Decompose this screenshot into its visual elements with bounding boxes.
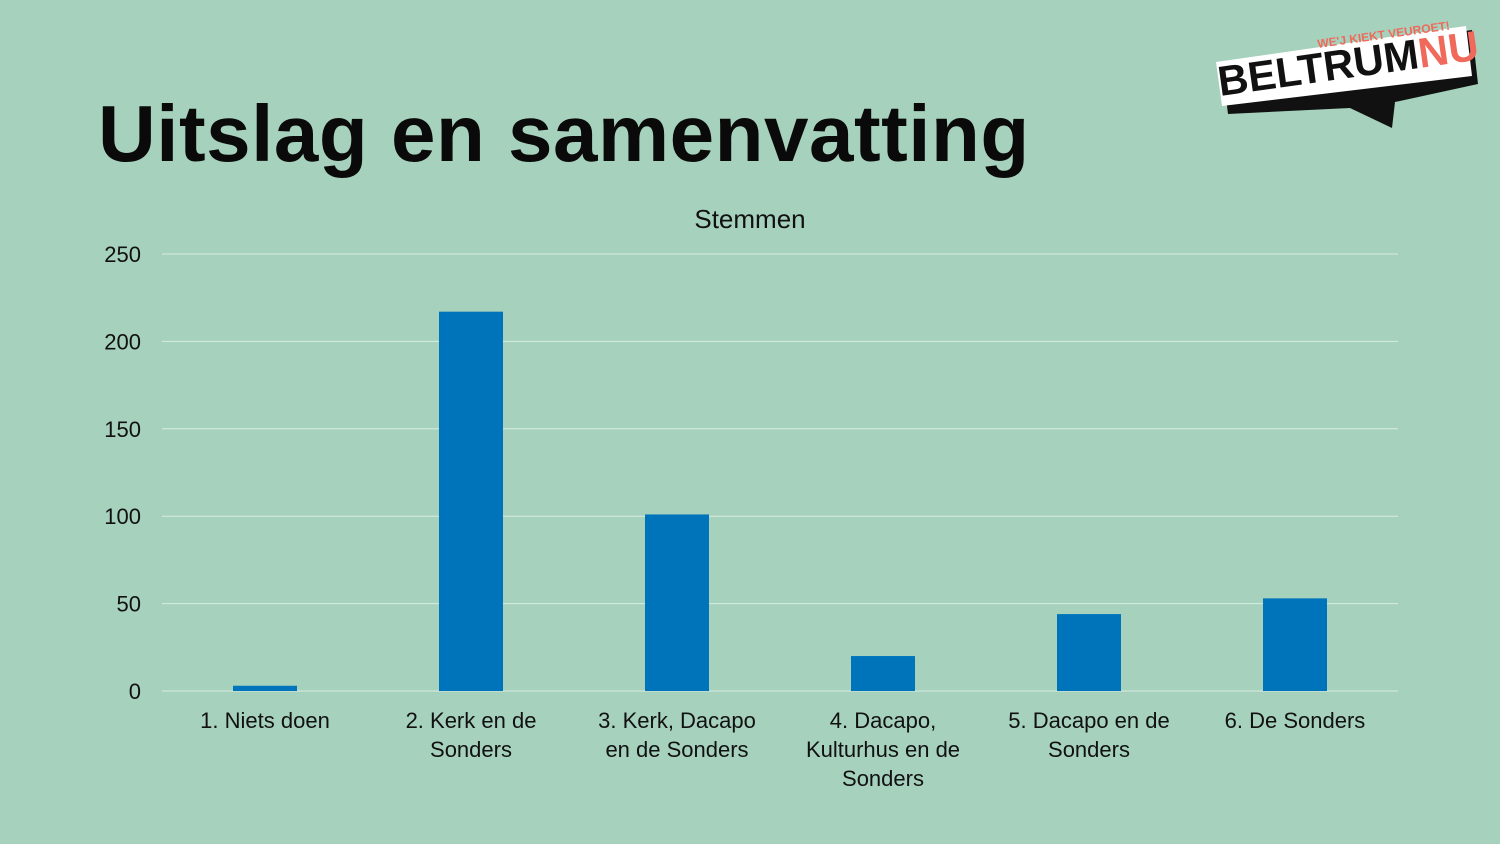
bars (233, 311, 1327, 691)
y-tick-label: 50 (117, 592, 141, 617)
gridlines (162, 253, 1398, 692)
chart-title: Stemmen (694, 204, 805, 234)
x-category-label: Sonders (430, 737, 512, 762)
logo-banner (1216, 26, 1472, 106)
bar (1057, 614, 1121, 691)
beltrum-nu-logo: WE'J KIEKT VEUROET! BELTRUMNU (1215, 19, 1482, 128)
y-tick-label: 150 (104, 417, 141, 442)
x-category-label: Sonders (842, 766, 924, 791)
y-tick-label: 0 (129, 679, 141, 704)
slide-title: Uitslag en samenvatting (98, 89, 1030, 178)
y-tick-label: 100 (104, 504, 141, 529)
x-category-label: 4. Dacapo, (830, 708, 936, 733)
x-category-label: 2. Kerk en de (406, 708, 537, 733)
x-category-label: 3. Kerk, Dacapo (598, 708, 756, 733)
x-axis-categories: 1. Niets doen 2. Kerk en de Sonders 3. Kerk… (200, 708, 1365, 791)
x-category-label: en de Sonders (605, 737, 748, 762)
x-category-label: 5. Dacapo en de (1008, 708, 1169, 733)
x-category-label: 6. De Sonders (1225, 708, 1366, 733)
y-tick-label: 200 (104, 329, 141, 354)
logo-name-part2: NU (1415, 22, 1482, 77)
x-category-label: Kulturhus en de (806, 737, 960, 762)
x-category-label: 1. Niets doen (200, 708, 330, 733)
bar (233, 685, 297, 691)
bar (645, 514, 709, 691)
bar (851, 656, 915, 691)
y-tick-label: 250 (104, 242, 141, 267)
y-axis-ticks: 0 50 100 150 200 250 (104, 242, 141, 704)
bar (1263, 598, 1327, 691)
bar (439, 311, 503, 691)
x-category-label: Sonders (1048, 737, 1130, 762)
